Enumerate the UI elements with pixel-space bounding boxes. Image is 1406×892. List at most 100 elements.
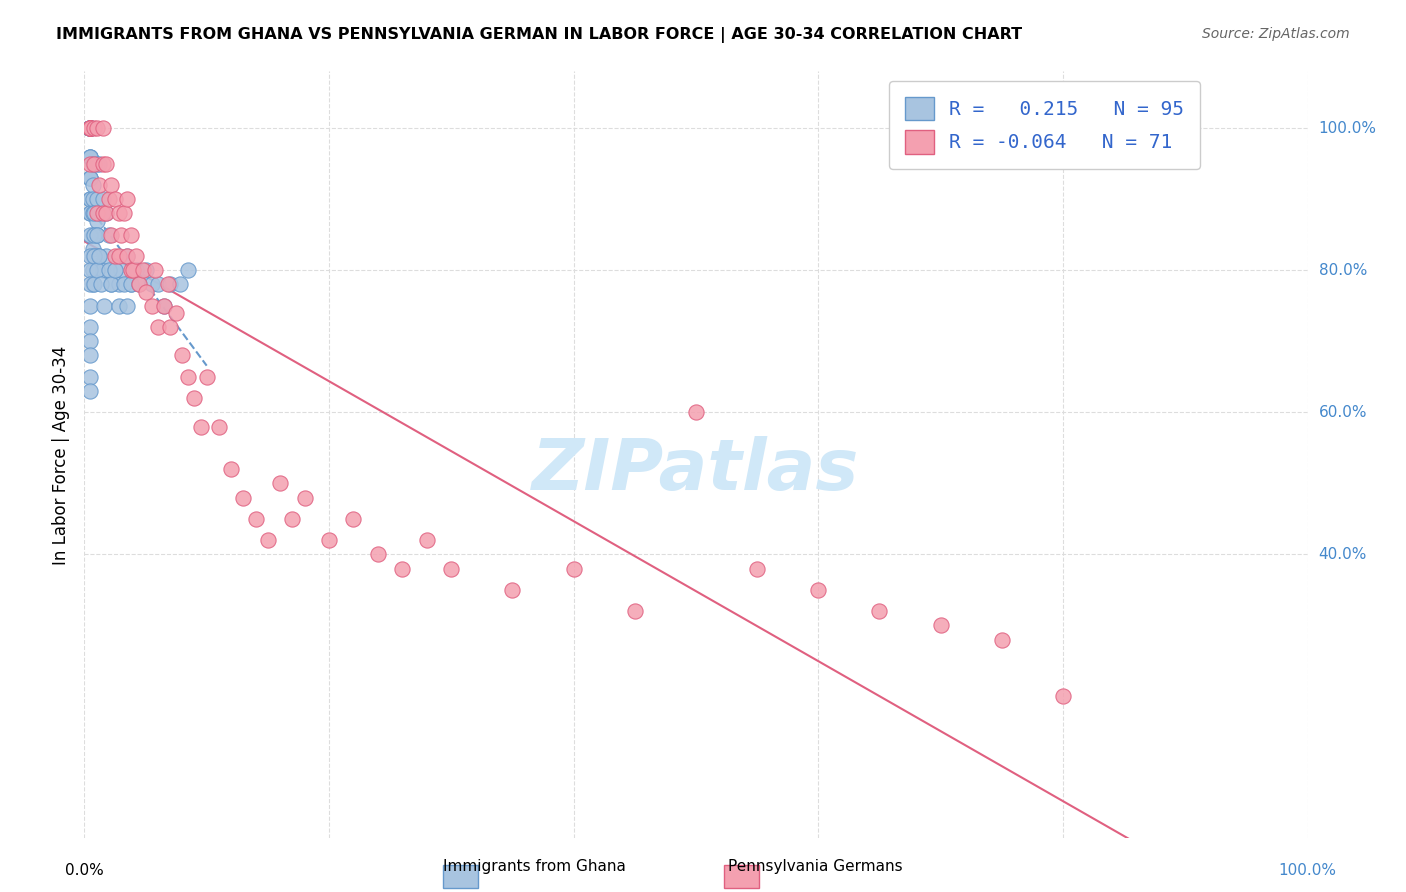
Point xyxy=(79,121,101,136)
Point xyxy=(281,512,304,526)
Point xyxy=(110,227,132,242)
Point xyxy=(79,121,101,136)
Point xyxy=(79,150,101,164)
Point xyxy=(79,121,101,136)
Point xyxy=(991,632,1014,647)
Point xyxy=(79,369,101,384)
Point xyxy=(91,121,114,136)
Point xyxy=(96,157,118,171)
Point xyxy=(79,150,101,164)
Point xyxy=(177,263,200,277)
Text: 0.0%: 0.0% xyxy=(65,863,104,879)
Point xyxy=(86,121,108,136)
Point xyxy=(96,249,118,263)
Point xyxy=(79,121,101,136)
Point xyxy=(125,263,148,277)
Point xyxy=(82,178,104,192)
Point xyxy=(79,121,101,136)
Point xyxy=(79,206,101,220)
Point xyxy=(122,263,145,277)
Point xyxy=(79,121,101,136)
Point xyxy=(79,320,101,334)
Point xyxy=(190,419,212,434)
Text: 80.0%: 80.0% xyxy=(1319,263,1367,277)
Point xyxy=(79,157,101,171)
Point xyxy=(294,491,316,505)
Legend: R =   0.215   N = 95, R = -0.064   N = 71: R = 0.215 N = 95, R = -0.064 N = 71 xyxy=(889,81,1199,169)
Point xyxy=(1052,690,1074,704)
Point xyxy=(416,533,439,548)
Point xyxy=(79,121,101,136)
Point xyxy=(87,206,110,220)
Point xyxy=(112,277,135,292)
Point xyxy=(135,285,157,299)
Text: 100.0%: 100.0% xyxy=(1278,863,1337,879)
Point xyxy=(120,263,142,277)
Point xyxy=(86,227,108,242)
Point xyxy=(87,157,110,171)
Point xyxy=(128,277,150,292)
Point xyxy=(82,249,104,263)
Point xyxy=(104,263,127,277)
Point xyxy=(79,121,101,136)
Point xyxy=(79,277,101,292)
Point xyxy=(269,476,291,491)
Point xyxy=(79,121,101,136)
Point xyxy=(146,277,169,292)
Point xyxy=(115,299,138,313)
Point xyxy=(125,263,148,277)
Point xyxy=(120,277,142,292)
Point xyxy=(79,121,101,136)
Point xyxy=(100,178,122,192)
Point xyxy=(79,263,101,277)
Point xyxy=(91,206,114,220)
Point xyxy=(79,121,101,136)
Point xyxy=(120,277,142,292)
Point xyxy=(79,150,101,164)
Text: IMMIGRANTS FROM GHANA VS PENNSYLVANIA GERMAN IN LABOR FORCE | AGE 30-34 CORRELAT: IMMIGRANTS FROM GHANA VS PENNSYLVANIA GE… xyxy=(56,27,1022,43)
Point xyxy=(79,121,101,136)
Point xyxy=(79,121,101,136)
Point xyxy=(86,263,108,277)
Point xyxy=(685,405,707,419)
Point xyxy=(141,277,163,292)
Point xyxy=(135,263,157,277)
Point xyxy=(232,491,254,505)
Point xyxy=(115,192,138,206)
Point xyxy=(112,206,135,220)
Point xyxy=(79,121,101,136)
Point xyxy=(104,249,127,263)
Point xyxy=(143,263,166,277)
Point xyxy=(107,249,129,263)
Point xyxy=(83,157,105,171)
Point xyxy=(125,249,148,263)
Point xyxy=(79,192,101,206)
Point xyxy=(83,277,105,292)
Point xyxy=(86,227,108,242)
Point xyxy=(87,249,110,263)
Point xyxy=(83,227,105,242)
Point xyxy=(79,170,101,185)
Point xyxy=(929,618,952,632)
Point xyxy=(79,170,101,185)
Point xyxy=(120,227,142,242)
Point xyxy=(195,369,218,384)
Point xyxy=(79,206,101,220)
Point xyxy=(208,419,231,434)
Point xyxy=(177,369,200,384)
Point xyxy=(869,604,891,618)
Point xyxy=(96,206,118,220)
Point xyxy=(159,320,181,334)
Point xyxy=(115,249,138,263)
Point xyxy=(128,277,150,292)
Point xyxy=(82,227,104,242)
Point xyxy=(96,206,118,220)
Point xyxy=(132,263,155,277)
Point xyxy=(100,277,122,292)
Point xyxy=(87,249,110,263)
Point xyxy=(79,334,101,349)
Point xyxy=(146,320,169,334)
Point xyxy=(219,462,242,476)
Point xyxy=(82,206,104,220)
Point xyxy=(183,391,205,405)
